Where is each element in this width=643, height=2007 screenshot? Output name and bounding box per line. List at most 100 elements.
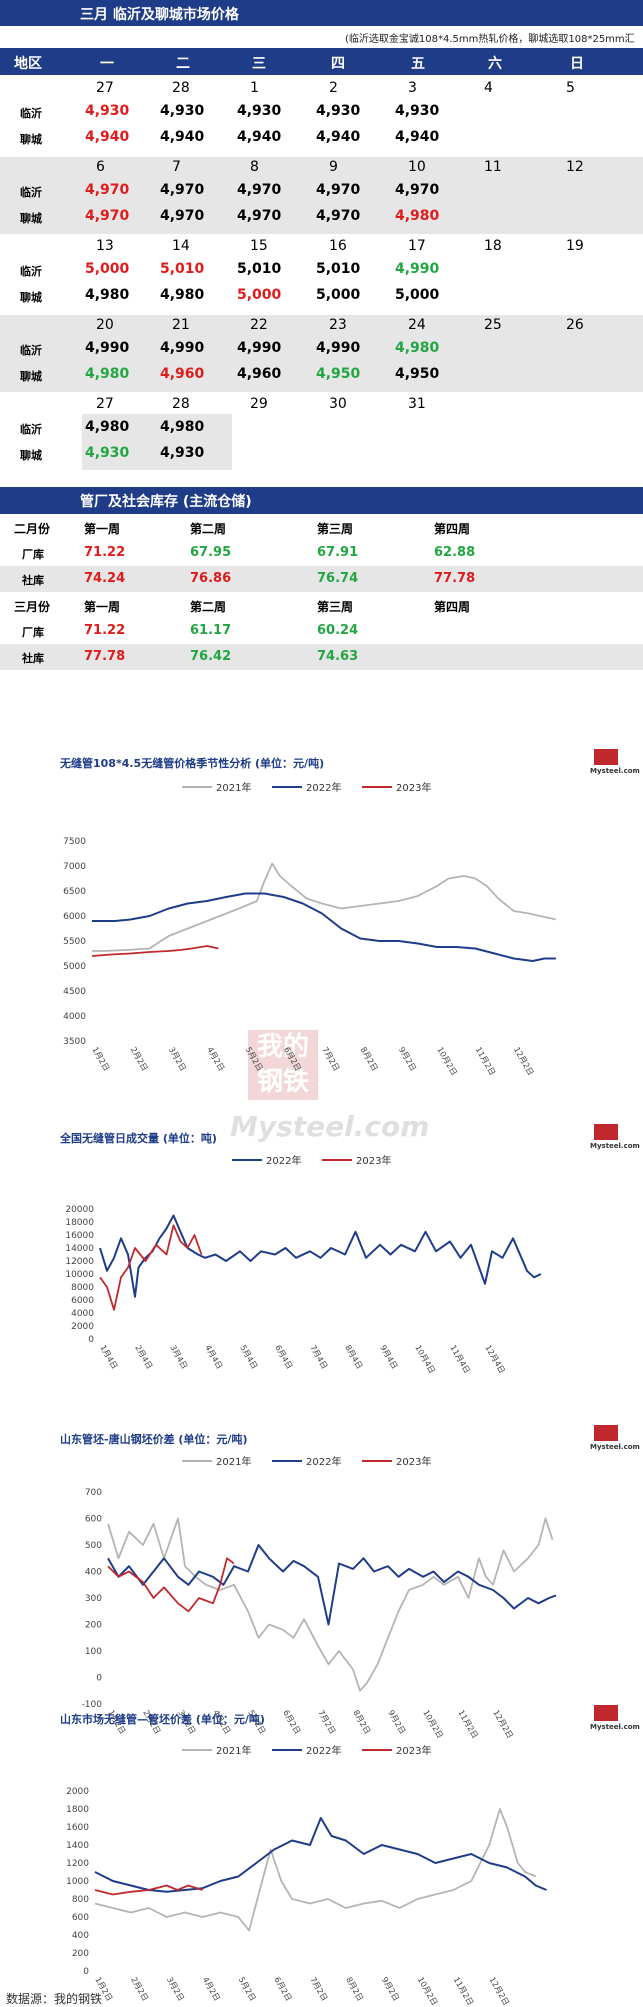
price-cell-liaocheng: 5,000 xyxy=(237,287,282,303)
y-tick-label: 1000 xyxy=(66,1877,89,1887)
mysteel-logo-icon xyxy=(594,1425,618,1441)
calendar-day-number: 3 xyxy=(408,80,417,96)
y-tick-label: 4000 xyxy=(63,1012,86,1022)
footer-source: 数据源：我的钢铁 xyxy=(6,1992,103,2006)
price-cell-linyi: 4,970 xyxy=(160,182,205,198)
x-tick-label: 7月2日 xyxy=(320,1046,341,1073)
y-tick-label: 6000 xyxy=(63,912,86,922)
inventory-header-bar xyxy=(0,487,643,514)
x-tick-label: 10月4日 xyxy=(413,1344,436,1376)
weekday-mon: 一 xyxy=(100,56,114,72)
calendar-day-number: 7 xyxy=(172,159,181,175)
price-cell-liaocheng: 4,970 xyxy=(316,208,361,224)
y-tick-label: 200 xyxy=(72,1949,89,1959)
weekday-tue: 二 xyxy=(176,56,190,72)
watermark-cn: 我的钢铁 xyxy=(248,1030,318,1100)
y-tick-label: 5000 xyxy=(63,962,86,972)
series-line xyxy=(94,1884,203,1896)
calendar-day-number: 18 xyxy=(484,238,502,254)
x-tick-label: 4月2日 xyxy=(205,1046,226,1073)
x-tick-label: 1月4日 xyxy=(98,1344,119,1371)
price-cell-liaocheng: 4,930 xyxy=(160,445,205,461)
inventory-month-label: 二月份 xyxy=(14,522,51,536)
x-tick-label: 4月4日 xyxy=(203,1344,224,1371)
y-tick-label: 4000 xyxy=(71,1309,94,1319)
price-cell-linyi: 4,970 xyxy=(316,182,361,198)
calendar-day-number: 12 xyxy=(566,159,584,175)
x-tick-label: 4月2日 xyxy=(201,1976,222,2003)
calendar-day-number: 5 xyxy=(566,80,575,96)
series-line xyxy=(92,862,557,952)
price-cell-liaocheng: 4,960 xyxy=(237,366,282,382)
x-tick-label: 5月4日 xyxy=(238,1344,259,1371)
y-tick-label: 200 xyxy=(85,1621,102,1631)
x-tick-label: 6月2日 xyxy=(272,1976,293,2003)
y-tick-label: 7500 xyxy=(63,837,86,847)
price-cell-linyi: 4,930 xyxy=(160,103,205,119)
inventory-factory-value: 62.88 xyxy=(434,545,476,560)
mysteel-logo-icon xyxy=(594,1705,618,1721)
x-tick-label: 9月2日 xyxy=(397,1046,418,1073)
price-cell-linyi: 4,930 xyxy=(237,103,282,119)
inventory-factory-label: 厂库 xyxy=(22,548,44,561)
y-tick-label: 7000 xyxy=(63,862,86,872)
calendar-day-number: 26 xyxy=(566,317,584,333)
price-cell-linyi: 5,010 xyxy=(160,261,205,277)
x-tick-label: 10月2日 xyxy=(421,1709,444,1741)
calendar-day-number: 9 xyxy=(329,159,338,175)
x-tick-label: 8月2日 xyxy=(344,1976,365,2003)
mysteel-logo-text: Mysteel.com xyxy=(590,767,640,775)
legend-label: 2023年 xyxy=(356,1154,391,1167)
price-cell-linyi: 4,990 xyxy=(395,261,440,277)
price-cell-liaocheng: 4,970 xyxy=(85,208,130,224)
inventory-factory-value: 71.22 xyxy=(84,545,126,560)
calendar-day-number: 8 xyxy=(250,159,259,175)
price-cell-liaocheng: 4,980 xyxy=(160,287,205,303)
y-tick-label: 500 xyxy=(85,1541,102,1551)
x-tick-label: 2月2日 xyxy=(129,1976,150,2003)
price-cell-linyi: 5,010 xyxy=(237,261,282,277)
x-tick-label: 6月2日 xyxy=(282,1046,303,1073)
y-tick-label: 2000 xyxy=(66,1787,89,1797)
y-tick-label: 6500 xyxy=(63,887,86,897)
y-tick-label: 18000 xyxy=(65,1218,94,1228)
price-cell-linyi: 5,000 xyxy=(85,261,130,277)
weekday-fri: 五 xyxy=(411,56,425,72)
legend-label: 2021年 xyxy=(216,1455,251,1468)
inventory-week-label: 第四周 xyxy=(434,600,471,614)
x-tick-label: 10月2日 xyxy=(435,1046,458,1078)
price-cell-linyi: 4,930 xyxy=(316,103,361,119)
x-tick-label: 11月2日 xyxy=(452,1976,475,2007)
series-line xyxy=(99,1224,203,1311)
city-label-liaocheng: 聊城 xyxy=(20,212,42,225)
mysteel-logo-text: Mysteel.com xyxy=(590,1443,640,1451)
x-tick-label: 9月2日 xyxy=(380,1976,401,2003)
price-cell-linyi: 5,010 xyxy=(316,261,361,277)
legend-label: 2022年 xyxy=(306,781,341,794)
price-cell-liaocheng: 4,940 xyxy=(160,129,205,145)
legend-label: 2023年 xyxy=(396,1455,431,1468)
calendar-day-number: 2 xyxy=(329,80,338,96)
y-tick-label: 4500 xyxy=(63,987,86,997)
inventory-social-row xyxy=(0,644,643,670)
region-label: 地区 xyxy=(14,56,42,72)
city-label-liaocheng: 聊城 xyxy=(20,370,42,383)
calendar-day-number: 25 xyxy=(484,317,502,333)
x-tick-label: 12月2日 xyxy=(512,1046,535,1078)
y-tick-label: 16000 xyxy=(65,1231,94,1241)
city-label-linyi: 临沂 xyxy=(20,423,42,436)
price-cell-linyi: 4,980 xyxy=(85,419,130,435)
inventory-factory-value: 61.17 xyxy=(190,623,232,638)
city-label-linyi: 临沂 xyxy=(20,265,42,278)
calendar-day-number: 14 xyxy=(172,238,190,254)
x-tick-label: 11月4日 xyxy=(448,1344,471,1376)
inventory-social-value: 76.86 xyxy=(190,571,232,586)
legend-label: 2022年 xyxy=(266,1154,301,1167)
inventory-week-label: 第四周 xyxy=(434,522,471,536)
y-tick-label: 10000 xyxy=(65,1270,94,1280)
calendar-row-band xyxy=(82,414,232,470)
inventory-week-label: 第二周 xyxy=(190,600,227,614)
inventory-week-label: 第一周 xyxy=(84,600,121,614)
price-cell-liaocheng: 4,940 xyxy=(237,129,282,145)
calendar-row-band xyxy=(0,157,643,234)
